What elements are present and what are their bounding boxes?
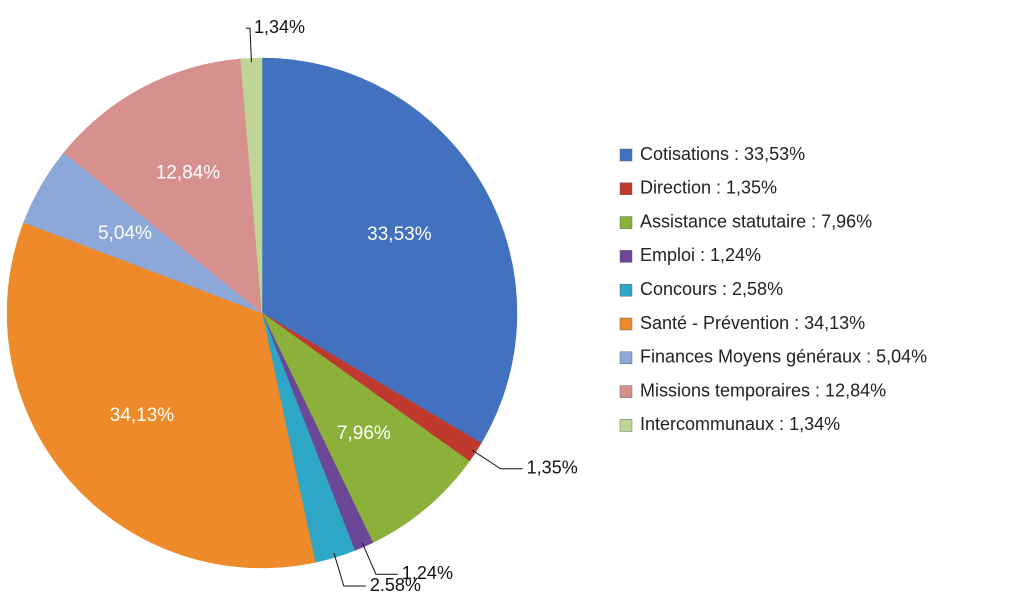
legend-label: Missions temporaires : 12,84% xyxy=(640,380,886,400)
legend-swatch xyxy=(619,317,633,331)
data-label: 2.58% xyxy=(370,575,421,595)
data-label: 1,34% xyxy=(254,17,305,37)
leader-line xyxy=(246,27,252,63)
leader-line xyxy=(471,449,523,470)
legend-label: Santé - Prévention : 34,13% xyxy=(640,313,865,333)
legend-swatch xyxy=(619,385,633,398)
legend-label: Emploi : 1,24% xyxy=(640,245,761,265)
legend-swatch xyxy=(619,283,633,297)
leader-line xyxy=(361,542,398,575)
legend-label: Assistance statutaire : 7,96% xyxy=(640,211,872,231)
legend-swatch xyxy=(619,216,633,229)
data-label: 1,35% xyxy=(527,457,578,477)
legend-swatch xyxy=(619,351,633,365)
pie-slice xyxy=(63,58,263,314)
leader-line xyxy=(333,553,366,587)
legend-swatch xyxy=(619,182,633,196)
data-label: 5,04% xyxy=(98,223,152,244)
legend-label: Direction : 1,35% xyxy=(640,178,777,198)
data-label: 7,96% xyxy=(337,423,391,444)
pie-slice xyxy=(261,312,470,543)
legend-swatch xyxy=(619,419,633,432)
pie-slice xyxy=(6,222,316,569)
data-label: 1,24% xyxy=(402,563,453,583)
legend-label: Intercommunaux : 1,34% xyxy=(640,414,840,434)
data-label: 12,84% xyxy=(156,162,221,183)
legend-label: Concours : 2,58% xyxy=(640,279,783,299)
legend-swatch xyxy=(619,148,633,162)
data-label: 33,53% xyxy=(367,224,432,245)
data-label: 34,13% xyxy=(110,405,175,426)
pie-slice xyxy=(261,57,518,444)
legend-swatch xyxy=(619,250,633,263)
legend-label: Finances Moyens généraux : 5,04% xyxy=(640,347,927,367)
legend-label: Cotisations : 33,53% xyxy=(640,144,805,164)
